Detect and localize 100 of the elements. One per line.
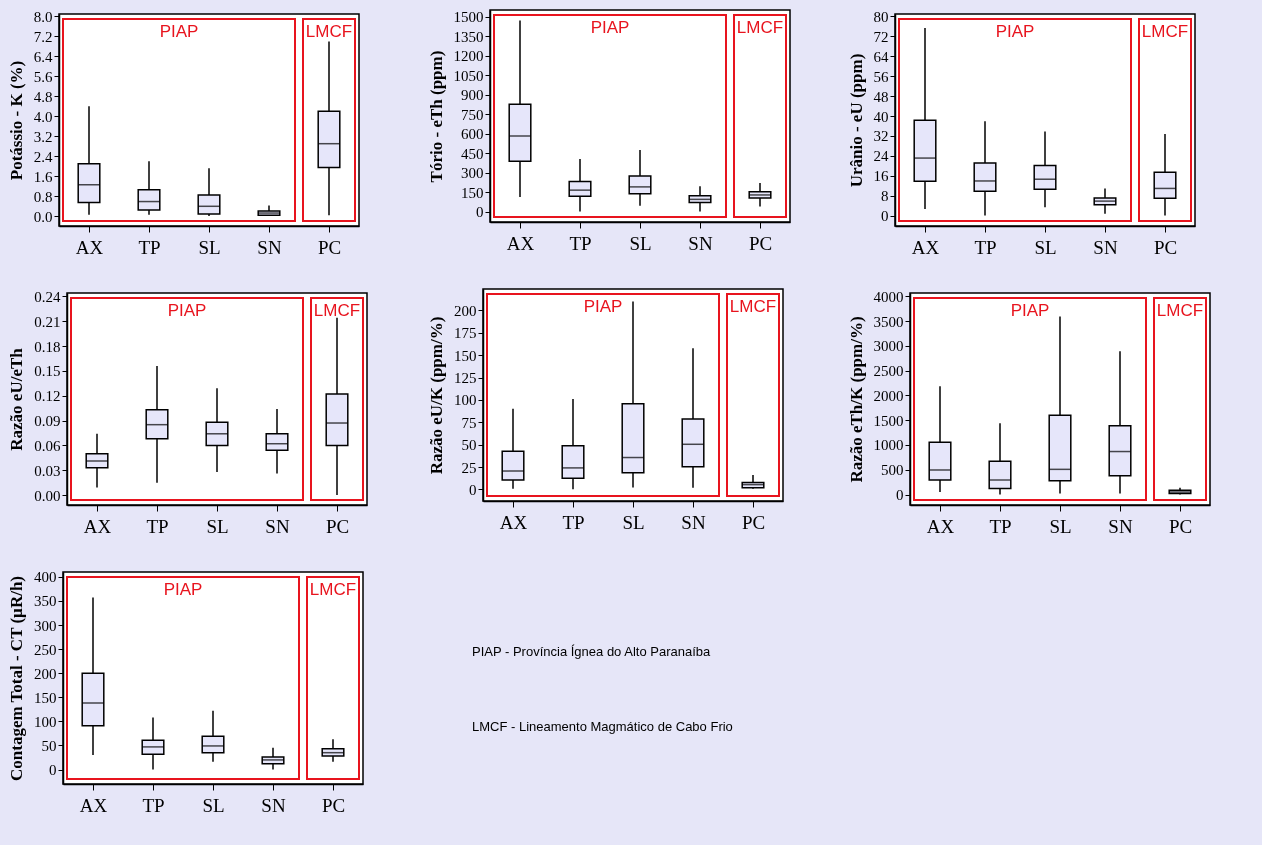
y-tick-label: 0.21: [34, 313, 61, 330]
x-tick-label: SL: [629, 232, 652, 254]
x-tick-label: PC: [741, 511, 766, 533]
annotation: LMCF: [729, 297, 777, 316]
y-tick-label: 175: [454, 325, 477, 342]
x-tick-label: PC: [1168, 515, 1193, 537]
y-tick-label: 6.4: [33, 48, 53, 65]
x-tick-label: SL: [202, 794, 225, 816]
x-tick-label: SN: [681, 511, 706, 533]
y-tick-label: 0.06: [34, 437, 61, 454]
y-tick-label: 40: [873, 108, 889, 125]
y-tick-label: 0: [476, 204, 484, 221]
y-axis-title: Razão eU/eTh: [7, 347, 27, 451]
y-tick-label: 300: [34, 617, 57, 634]
y-tick-label: 32: [873, 128, 889, 145]
x-tick-label: SN: [688, 232, 713, 254]
y-axis-title: Potássio - K (%): [6, 60, 26, 181]
y-tick-label: 450: [461, 145, 484, 162]
y-tick-label: 350: [34, 593, 57, 610]
x-tick-label: TP: [569, 232, 592, 254]
y-tick-label: 1050: [453, 67, 484, 84]
y-tick-label: 4000: [873, 288, 904, 305]
y-tick-label: 4.0: [33, 108, 53, 125]
x-tick-label: SN: [265, 515, 290, 537]
y-tick-label: 900: [461, 87, 484, 104]
y-axis-title: Contagem Total - CT (µR/h): [7, 576, 26, 781]
y-tick-label: 8.0: [33, 8, 53, 25]
x-tick-label: SN: [261, 794, 286, 816]
text: PIAP - Província Ígnea do Alto Paranaíba: [472, 643, 712, 659]
y-tick-label: 1500: [873, 412, 904, 429]
y-tick-label: 0: [469, 481, 477, 498]
y-tick-label: 0.24: [34, 288, 61, 305]
x-tick-label: TP: [989, 515, 1012, 537]
y-tick-label: 24: [873, 148, 889, 165]
y-tick-label: 0.12: [34, 388, 61, 405]
x-tick-label: SL: [206, 515, 229, 537]
y-tick-label: 0: [49, 762, 57, 779]
x-tick-label: TP: [146, 515, 169, 537]
y-tick-label: 7.2: [33, 28, 53, 45]
y-tick-label: 0.09: [34, 413, 61, 430]
y-axis-title: Urânio - eU (ppm): [846, 53, 866, 188]
x-tick-label: TP: [974, 236, 997, 258]
y-tick-label: 64: [873, 48, 889, 65]
x-tick-label: SL: [1034, 236, 1057, 258]
x-tick-label: AX: [79, 794, 108, 816]
y-tick-label: 56: [873, 68, 889, 85]
y-tick-label: 75: [461, 414, 477, 431]
x-tick-label: SN: [1093, 236, 1118, 258]
y-tick-label: 0.03: [34, 462, 61, 479]
y-tick-label: 400: [34, 569, 57, 586]
y-tick-label: 4.8: [33, 88, 53, 105]
annotation: LMCF: [313, 301, 361, 320]
y-tick-label: 5.6: [33, 68, 53, 85]
y-tick-label: 50: [41, 737, 57, 754]
annotation: PIAP: [167, 301, 207, 320]
y-axis-title: Tório - eTh (ppm): [426, 50, 446, 183]
y-tick-label: 150: [34, 689, 57, 706]
y-tick-label: 1200: [453, 48, 484, 65]
y-tick-label: 150: [461, 184, 484, 201]
y-tick-label: 3.2: [33, 128, 53, 145]
x-tick-label: SL: [198, 236, 221, 258]
x-tick-label: PC: [748, 232, 773, 254]
y-tick-label: 0.18: [34, 338, 61, 355]
y-tick-label: 600: [461, 126, 484, 143]
y-tick-label: 100: [454, 392, 477, 409]
annotation: LMCF: [736, 18, 784, 37]
x-tick-label: SL: [622, 511, 645, 533]
y-tick-label: 3500: [873, 313, 904, 330]
x-tick-label: PC: [1153, 236, 1178, 258]
x-tick-label: PC: [325, 515, 350, 537]
y-tick-label: 0: [881, 208, 889, 225]
y-tick-label: 25: [461, 459, 477, 476]
annotation: PIAP: [1010, 301, 1050, 320]
y-tick-label: 80: [873, 8, 889, 25]
text: LMCF - Lineamento Magmático de Cabo Frio: [472, 718, 733, 734]
y-tick-label: 0: [896, 487, 904, 504]
y-tick-label: 48: [873, 88, 889, 105]
x-tick-label: TP: [142, 794, 165, 816]
annotation: PIAP: [583, 297, 623, 316]
x-tick-label: AX: [83, 515, 112, 537]
x-tick-label: AX: [911, 236, 940, 258]
annotation: LMCF: [1156, 301, 1204, 320]
x-tick-label: PC: [321, 794, 346, 816]
y-axis-title: Razão eU/K (ppm/%): [427, 316, 446, 475]
x-tick-label: SL: [1049, 515, 1072, 537]
x-tick-label: TP: [138, 236, 161, 258]
annotation: PIAP: [163, 580, 203, 599]
y-tick-label: 500: [881, 462, 904, 479]
y-tick-label: 2000: [873, 387, 904, 404]
x-tick-label: SN: [1108, 515, 1133, 537]
y-tick-label: 750: [461, 106, 484, 123]
x-tick-label: TP: [562, 511, 585, 533]
x-tick-label: AX: [499, 511, 528, 533]
y-axis-title: Razão eTh/K (ppm/%): [846, 316, 866, 483]
annotation: PIAP: [159, 22, 199, 41]
y-tick-label: 50: [461, 437, 477, 454]
annotation: LMCF: [309, 580, 357, 599]
y-tick-label: 150: [454, 347, 477, 364]
y-tick-label: 72: [873, 28, 889, 45]
y-tick-label: 1500: [453, 9, 484, 25]
